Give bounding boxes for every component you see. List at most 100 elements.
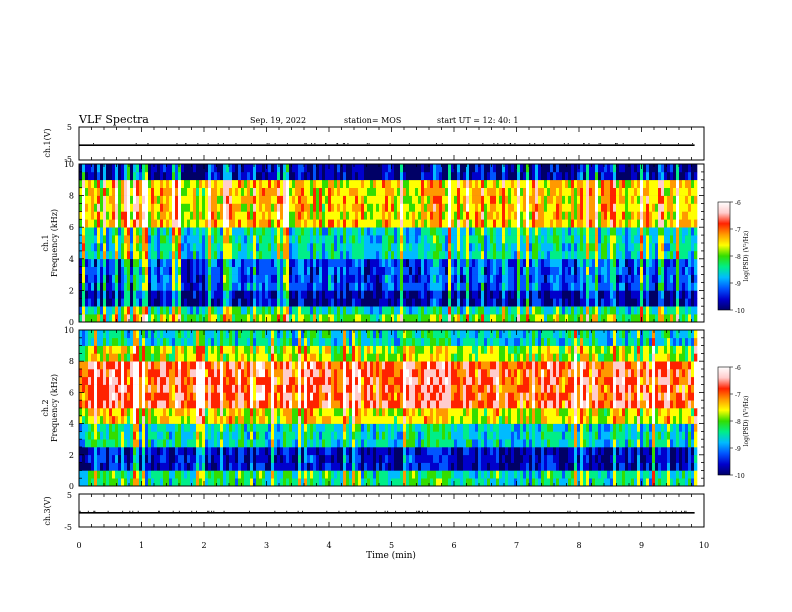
spectrogram-cell <box>589 235 593 244</box>
spectrogram-cell <box>355 211 359 220</box>
spectrogram-cell <box>145 235 149 244</box>
spectrogram-cell <box>85 439 89 448</box>
spectrogram-cell <box>610 187 614 196</box>
spectrogram-cell <box>79 478 83 487</box>
spectrogram-cell <box>649 266 653 275</box>
spectrogram-cell <box>268 282 272 291</box>
spectrogram-cell <box>271 171 275 181</box>
spectrogram-cell <box>253 195 257 204</box>
spectrogram-cell <box>505 211 509 220</box>
spectrogram-cell <box>499 243 503 252</box>
spectrogram-cell <box>154 431 158 440</box>
spectrogram-cell <box>574 164 578 173</box>
spectrogram-cell <box>475 282 479 291</box>
spectrogram-cell <box>118 415 122 424</box>
spectrogram-cell <box>637 274 641 283</box>
spectrogram-cell <box>292 235 296 244</box>
spectrogram-cell <box>451 250 455 260</box>
spectrogram-cell <box>115 227 119 236</box>
spectrogram-cell <box>307 290 311 299</box>
spectrogram-cell <box>250 298 254 307</box>
spectrogram-cell <box>259 187 263 196</box>
spectrogram-cell <box>202 298 206 307</box>
spectrogram-cell <box>523 258 527 267</box>
spectrogram-cell <box>379 203 383 212</box>
spectrogram-cell <box>310 235 314 244</box>
spectrogram-cell <box>358 274 362 283</box>
spectrogram-cell <box>310 306 314 315</box>
spectrogram-cell <box>319 290 323 299</box>
spectrogram-cell <box>577 219 581 228</box>
spectrogram-cell <box>616 164 620 173</box>
spectrogram-cell <box>151 219 155 228</box>
spectrogram-cell <box>184 203 188 212</box>
spectrogram-cell <box>130 219 134 228</box>
spectrogram-cell <box>97 187 101 196</box>
spectrogram-cell <box>487 274 491 283</box>
spectrogram-cell <box>124 361 128 370</box>
spectrogram-cell <box>235 235 239 244</box>
spectrogram-cell <box>310 171 314 181</box>
spectrogram-cell <box>571 258 575 267</box>
spectrogram-cell <box>538 219 542 228</box>
spectrogram-cell <box>334 274 338 283</box>
spectrogram-cell <box>691 171 695 181</box>
spectrogram-cell <box>658 219 662 228</box>
spectrogram-cell <box>136 298 140 307</box>
spectrogram-cell <box>151 478 155 487</box>
spectrogram-cell <box>649 203 653 212</box>
spectrogram-cell <box>157 171 161 181</box>
spectrogram-cell <box>397 250 401 260</box>
wave-trace-dot <box>600 143 602 145</box>
spectrogram-cell <box>250 274 254 283</box>
spectrogram-cell <box>511 164 515 173</box>
spectrogram-cell <box>673 266 677 275</box>
spectrogram-cell <box>688 171 692 181</box>
spectrogram-cell <box>445 258 449 267</box>
spectrogram-cell <box>556 235 560 244</box>
spectrogram-cell <box>163 243 167 252</box>
spectrogram-cell <box>82 235 86 244</box>
spectrogram-cell <box>487 298 491 307</box>
spectrogram-cell <box>424 179 428 188</box>
spectrogram-cell <box>364 250 368 260</box>
spectrogram-cell <box>280 187 284 196</box>
spectrogram-cell <box>271 314 275 323</box>
spectrogram-cell <box>172 298 176 307</box>
spectrogram-cell <box>163 250 167 260</box>
spectrogram-cell <box>613 211 617 220</box>
spectrogram-cell <box>610 314 614 323</box>
spectrogram-cell <box>85 274 89 283</box>
spectrogram-cell <box>172 187 176 196</box>
spectrogram-cell <box>589 203 593 212</box>
spectrogram-cell <box>682 227 686 236</box>
spectrogram-cell <box>280 179 284 188</box>
spectrogram-cell <box>595 274 599 283</box>
spectrogram-cell <box>241 164 245 173</box>
spectrogram-cell <box>343 164 347 173</box>
spectrogram-cell <box>355 258 359 267</box>
spectrogram-cell <box>598 290 602 299</box>
spectrogram-cell <box>406 235 410 244</box>
spectrogram-cell <box>160 179 164 188</box>
spectrogram-cell <box>169 203 173 212</box>
spectrogram-cell <box>640 195 644 204</box>
spectrogram-cell <box>268 306 272 315</box>
spectrogram-cell <box>454 306 458 315</box>
spectrogram-cell <box>193 282 197 291</box>
spectrogram-cell <box>571 195 575 204</box>
spectrogram-cell <box>148 290 152 299</box>
spectrogram-cell <box>118 290 122 299</box>
spectrogram-cell <box>145 164 149 173</box>
spectrogram-cell <box>523 314 527 323</box>
spectrogram-cell <box>316 227 320 236</box>
spectrogram-cell <box>691 290 695 299</box>
spectrogram-cell <box>694 266 698 275</box>
spectrogram-cell <box>172 164 176 173</box>
spectrogram-cell <box>220 227 224 236</box>
spectrogram-cell <box>88 235 92 244</box>
spectrogram-cell <box>88 330 92 339</box>
spectrogram-cell <box>529 258 533 267</box>
spectrogram-cell <box>514 235 518 244</box>
